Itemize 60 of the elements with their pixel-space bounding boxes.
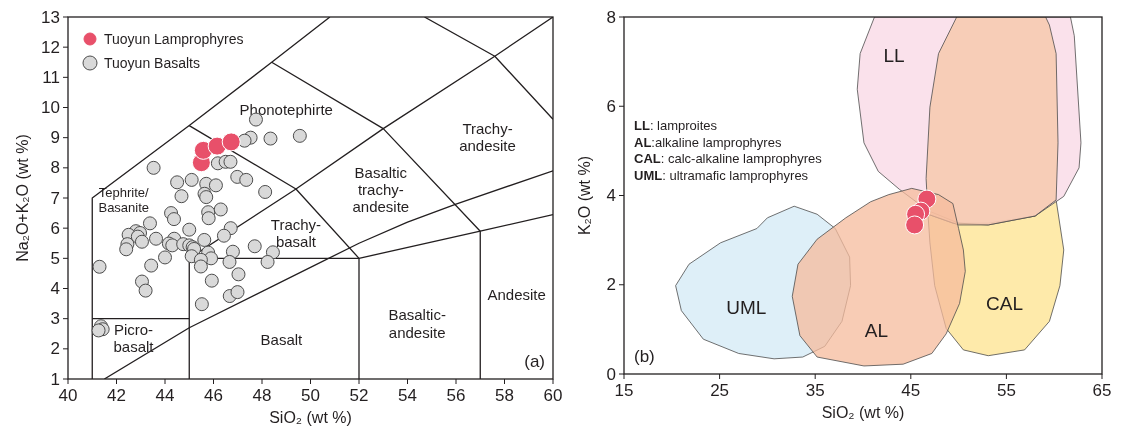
annotation: Basaltic- andesite [388, 305, 446, 341]
x-tick-label: 44 [155, 386, 175, 405]
x-tick-label: 42 [107, 386, 126, 405]
y-tick-label: 4 [606, 186, 616, 205]
text: (a) [524, 352, 545, 371]
x-tick-label: 48 [252, 386, 272, 405]
y-tick-label: 8 [606, 7, 616, 27]
y-tick-label: 7 [50, 188, 60, 208]
y-tick-label: 3 [50, 309, 60, 329]
x-tick-label: 50 [301, 386, 320, 405]
y-tick-label: 2 [50, 339, 60, 359]
x-tick-label: 35 [805, 381, 825, 400]
x-tick-label: 45 [901, 381, 921, 400]
text: (b) [634, 347, 655, 366]
annotation: Trachy- basalt [270, 215, 322, 250]
legend-label: Tuoyun Basalts [104, 55, 200, 71]
x-tick-label: 52 [349, 386, 369, 405]
y-axis-title: K₂O (wt %) [576, 155, 593, 236]
annotation: Tephrite/ Basanite [98, 184, 150, 215]
annotation: UML [726, 296, 767, 318]
annotation: Picro- basalt [113, 320, 155, 355]
y-tick-label: 6 [606, 96, 616, 116]
y-axis-title: Na₂O+K₂O (wt %) [14, 134, 31, 262]
annotation: Andesite [487, 285, 546, 303]
legend-label: Tuoyun Lamprophyres [104, 31, 244, 47]
annotation: LL: lamproites [634, 118, 718, 133]
y-tick-label: 10 [41, 98, 60, 117]
y-tick-label: 13 [41, 7, 60, 27]
y-tick-label: 2 [606, 275, 616, 295]
y-tick-label: 8 [50, 158, 60, 178]
annotation: CAL: calc-alkaline lamprophyres [634, 151, 823, 166]
x-axis-title: SiO₂ (wt %) [269, 409, 352, 426]
x-tick-label: 46 [204, 386, 223, 405]
annotation: AL:alkaline lamprophyres [634, 134, 782, 150]
y-tick-label: 4 [50, 279, 60, 298]
y-tick-label: 5 [50, 248, 60, 268]
annotation: UML: ultramafic lamprophyres [634, 167, 809, 183]
annotation: Basaltic trachy- andesite [352, 163, 410, 215]
x-tick-label: 65 [1092, 381, 1112, 400]
y-tick-label: 9 [50, 128, 60, 148]
annotation: Trachy- andesite [459, 119, 516, 154]
x-tick-label: 15 [614, 381, 634, 400]
x-tick-label: 56 [446, 386, 466, 405]
annotation: LL [883, 44, 905, 66]
x-tick-label: 54 [398, 386, 417, 405]
x-tick-label: 25 [710, 381, 730, 400]
x-axis-title: SiO₂ (wt %) [821, 404, 905, 421]
y-tick-label: 1 [50, 369, 60, 389]
y-tick-label: 6 [50, 218, 60, 238]
annotation: Phonotephirte [239, 100, 333, 118]
x-tick-label: 40 [58, 386, 78, 405]
annotation: Basalt [260, 330, 304, 348]
annotation: AL [864, 319, 889, 341]
x-tick-label: 60 [543, 386, 563, 405]
y-tick-label: 11 [42, 67, 60, 87]
y-tick-label: 12 [41, 37, 60, 57]
x-tick-label: 58 [495, 386, 514, 405]
y-tick-label: 0 [606, 364, 616, 384]
annotation: CAL [986, 292, 1023, 314]
x-tick-label: 55 [996, 381, 1016, 400]
